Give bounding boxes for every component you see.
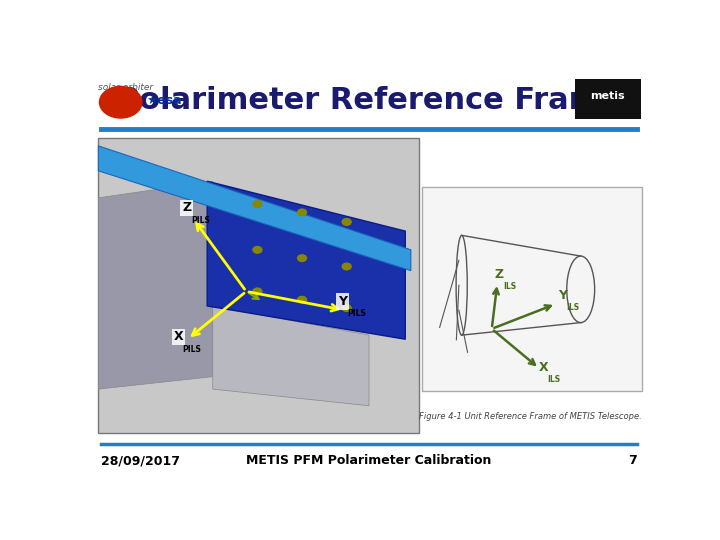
- Circle shape: [253, 246, 262, 253]
- Text: ILS: ILS: [547, 375, 561, 384]
- Polygon shape: [207, 181, 405, 339]
- FancyBboxPatch shape: [422, 187, 642, 391]
- Text: Z: Z: [182, 201, 192, 214]
- Text: 7: 7: [628, 454, 637, 467]
- FancyBboxPatch shape: [99, 138, 419, 433]
- Text: PILS: PILS: [347, 309, 366, 318]
- Circle shape: [297, 255, 307, 261]
- Text: ILS: ILS: [503, 282, 516, 291]
- Polygon shape: [99, 181, 213, 389]
- Text: Z: Z: [495, 268, 504, 281]
- Circle shape: [342, 219, 351, 225]
- Text: X: X: [174, 330, 184, 343]
- Circle shape: [297, 209, 307, 216]
- Circle shape: [253, 288, 262, 295]
- Polygon shape: [99, 146, 411, 271]
- Circle shape: [297, 296, 307, 303]
- Text: Figure 4-1 Unit Reference Frame of METIS Telescope.: Figure 4-1 Unit Reference Frame of METIS…: [420, 413, 642, 422]
- Text: PILS: PILS: [183, 345, 202, 354]
- Polygon shape: [213, 306, 369, 406]
- Text: ILS: ILS: [566, 303, 579, 312]
- Text: METIS PFM Polarimeter Calibration: METIS PFM Polarimeter Calibration: [246, 454, 492, 467]
- Circle shape: [342, 305, 351, 312]
- Text: PILS: PILS: [191, 216, 210, 225]
- Text: X: X: [539, 361, 549, 374]
- Text: 28/09/2017: 28/09/2017: [101, 454, 180, 467]
- Text: Y: Y: [557, 289, 567, 302]
- Text: Y: Y: [338, 295, 347, 308]
- Text: Polarimeter Reference Frame: Polarimeter Reference Frame: [117, 86, 621, 114]
- Text: ★esa: ★esa: [145, 94, 181, 107]
- Circle shape: [342, 263, 351, 270]
- Text: solar orbiter: solar orbiter: [99, 83, 153, 92]
- Circle shape: [99, 86, 142, 118]
- Circle shape: [253, 201, 262, 207]
- FancyBboxPatch shape: [575, 79, 642, 119]
- Text: metis: metis: [590, 91, 624, 101]
